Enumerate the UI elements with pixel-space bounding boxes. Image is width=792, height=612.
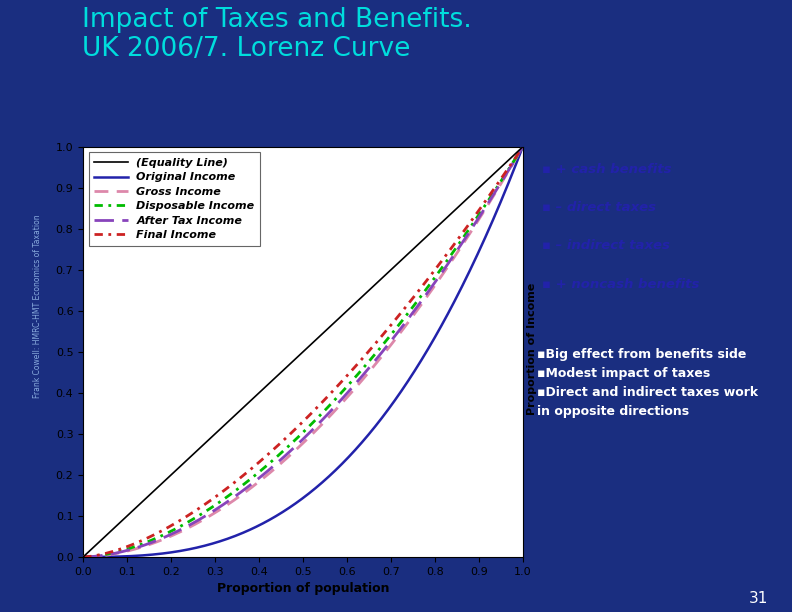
Legend: (Equality Line), Original Income, Gross Income, Disposable Income, After Tax Inc: (Equality Line), Original Income, Gross …: [89, 152, 261, 246]
Text: Frank Cowell: HMRC-HMT Economics of Taxation: Frank Cowell: HMRC-HMT Economics of Taxa…: [32, 214, 41, 398]
Text: Proportion of Income: Proportion of Income: [527, 283, 537, 415]
Text: ▪ – direct taxes: ▪ – direct taxes: [543, 201, 656, 214]
Text: ▪Big effect from benefits side
▪Modest impact of taxes
▪Direct and indirect taxe: ▪Big effect from benefits side ▪Modest i…: [537, 348, 758, 417]
Text: Impact of Taxes and Benefits.
UK 2006/7. Lorenz Curve: Impact of Taxes and Benefits. UK 2006/7.…: [82, 7, 471, 62]
Text: ▪ + noncash benefits: ▪ + noncash benefits: [543, 278, 699, 291]
Text: ▪ + cash benefits: ▪ + cash benefits: [543, 163, 672, 176]
X-axis label: Proportion of population: Proportion of population: [217, 582, 389, 595]
Text: ▪ – indirect taxes: ▪ – indirect taxes: [543, 239, 670, 252]
Text: 31: 31: [749, 591, 768, 606]
